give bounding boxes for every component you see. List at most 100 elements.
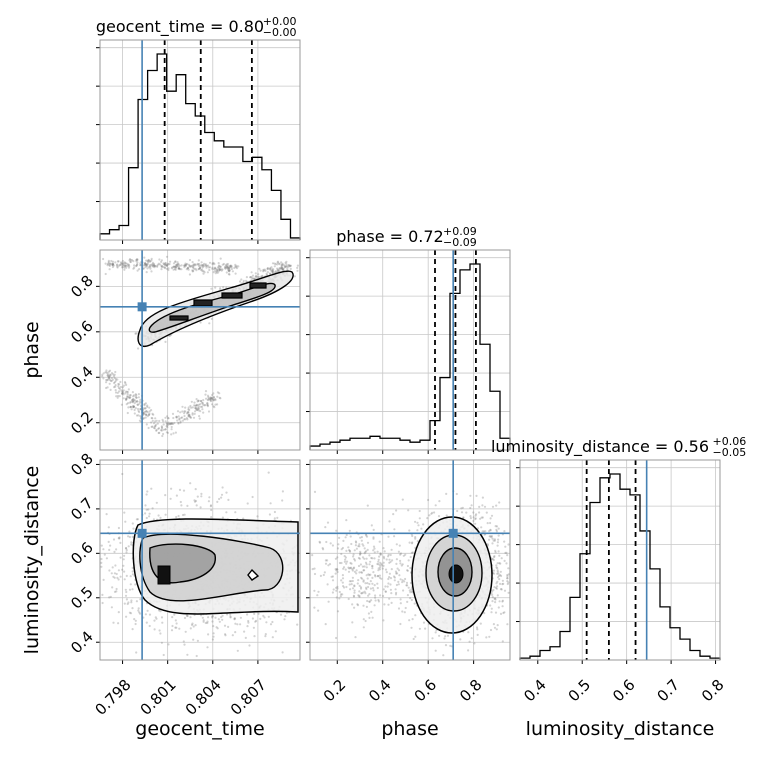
sample-point (109, 544, 112, 547)
sample-point (408, 529, 411, 532)
sample-point (192, 264, 195, 267)
sample-point (105, 369, 108, 372)
sample-point (382, 555, 385, 559)
sample-point (339, 595, 342, 598)
sample-point (146, 411, 149, 414)
sample-point (135, 260, 138, 263)
sample-point (335, 569, 338, 572)
sample-point (269, 623, 273, 626)
sample-point (204, 264, 208, 268)
sample-point (134, 395, 137, 398)
sample-point (171, 412, 175, 415)
sample-point (127, 402, 130, 405)
truth-marker-luminosity_distance-geocent_time (137, 528, 147, 538)
sample-point (208, 322, 211, 325)
sample-point (143, 263, 146, 266)
sample-point (353, 549, 356, 552)
sample-point (202, 265, 205, 268)
sample-point (389, 583, 392, 586)
sample-point (133, 402, 136, 405)
sample-point (340, 561, 343, 565)
sample-point (212, 261, 215, 265)
sample-point (202, 399, 205, 402)
sample-point (116, 576, 119, 580)
sample-point (379, 553, 382, 556)
sample-point (285, 263, 288, 266)
sample-point (130, 541, 133, 544)
sample-point (216, 271, 219, 274)
sample-point (187, 413, 191, 416)
sample-point (335, 586, 338, 589)
sample-point (394, 570, 398, 573)
sample-point (461, 506, 464, 509)
sample-point (418, 509, 421, 513)
sample-point (160, 427, 164, 430)
sample-point (164, 428, 167, 431)
sample-point (101, 593, 104, 597)
sample-point (336, 585, 339, 588)
sample-point (199, 321, 202, 324)
sample-point (133, 408, 136, 412)
sample-point (353, 591, 356, 594)
sample-point (476, 527, 480, 530)
sample-point (376, 562, 379, 566)
sample-point (414, 614, 417, 617)
sample-point (184, 630, 187, 633)
sample-point (239, 616, 242, 619)
sample-point (183, 264, 186, 267)
sample-point (136, 400, 139, 403)
sample-point (113, 572, 116, 575)
sample-point (212, 392, 215, 395)
sample-point (144, 407, 147, 410)
sample-point (276, 516, 279, 520)
sample-point (261, 275, 264, 278)
sample-point (152, 422, 156, 425)
histogram-layer (99, 53, 721, 660)
sample-point (343, 555, 346, 558)
sample-point (183, 418, 186, 421)
sample-point (186, 504, 189, 507)
sample-point (166, 424, 169, 427)
sample-point (197, 403, 200, 406)
sample-point (194, 624, 197, 627)
sample-point (200, 492, 203, 495)
sample-point (379, 552, 382, 555)
sample-point (144, 512, 147, 515)
sample-point (159, 610, 162, 613)
sample-point (113, 550, 116, 554)
sample-point (139, 415, 142, 418)
sample-point (155, 419, 158, 422)
sample-point (150, 263, 153, 266)
sample-point (215, 626, 218, 629)
sample-point (414, 537, 417, 540)
sample-point (316, 594, 319, 597)
sample-point (331, 544, 334, 547)
sample-point (251, 277, 254, 280)
sample-point (208, 261, 212, 264)
sample-point (492, 572, 496, 575)
sample-point (399, 559, 402, 563)
sample-point (357, 545, 360, 548)
sample-point (177, 415, 180, 418)
sample-point (391, 559, 394, 562)
sample-point (322, 573, 325, 577)
sample-point (357, 579, 360, 582)
sample-point (151, 412, 154, 415)
sample-point (342, 585, 345, 588)
sample-point (202, 403, 205, 406)
sample-point (167, 263, 170, 266)
sample-point (225, 263, 228, 266)
sample-point (476, 628, 479, 631)
sample-point (492, 588, 495, 592)
sample-point (196, 262, 199, 265)
sample-point (214, 616, 217, 619)
sample-point (484, 530, 487, 533)
sample-point (200, 268, 203, 272)
sample-point (377, 560, 380, 563)
sample-point (352, 566, 356, 569)
sample-point (114, 377, 117, 381)
sample-point (281, 490, 284, 493)
sample-point (494, 601, 497, 604)
sample-point (398, 574, 401, 577)
sample-point (167, 421, 170, 424)
